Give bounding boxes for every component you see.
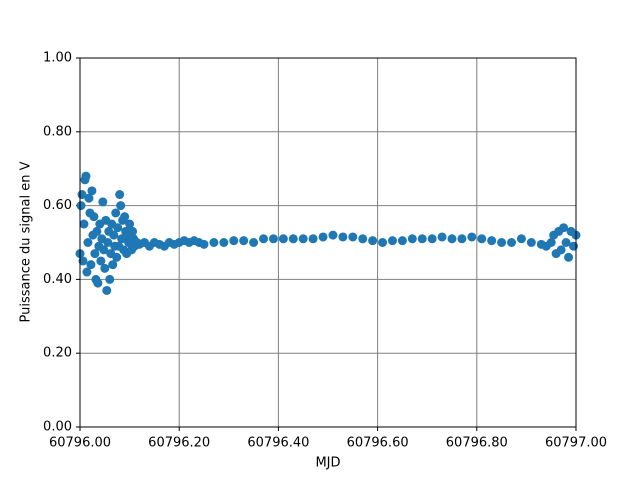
point <box>89 212 99 222</box>
point <box>477 234 487 244</box>
point <box>76 201 86 211</box>
point <box>437 232 447 242</box>
point <box>417 234 427 244</box>
point <box>507 238 517 247</box>
point <box>559 223 569 233</box>
point <box>115 190 125 200</box>
point <box>81 171 91 181</box>
point <box>209 238 219 247</box>
point <box>112 252 122 262</box>
point <box>116 201 126 211</box>
point <box>128 226 138 236</box>
point <box>561 238 571 247</box>
point <box>105 274 115 284</box>
x-tick-label: 60796.60 <box>347 436 409 451</box>
point <box>99 245 109 255</box>
point <box>96 256 106 266</box>
point <box>229 236 239 246</box>
point <box>546 238 556 247</box>
point <box>526 238 536 247</box>
point <box>78 256 88 266</box>
point <box>407 234 417 244</box>
point <box>288 234 298 244</box>
point <box>120 212 130 222</box>
point <box>103 238 113 247</box>
y-tick-label: 0.60 <box>43 198 72 213</box>
point <box>447 234 457 244</box>
y-tick-label: 1.00 <box>43 51 72 66</box>
x-tick-label: 60796.20 <box>148 436 210 451</box>
point <box>108 260 118 270</box>
y-tick-label: 0.80 <box>43 124 72 139</box>
point <box>87 186 97 196</box>
point <box>268 234 278 244</box>
plot-frame <box>79 57 577 428</box>
y-tick-label: 0.00 <box>43 420 72 435</box>
point <box>86 260 96 270</box>
point <box>467 232 477 242</box>
point <box>109 230 119 240</box>
point <box>318 232 328 242</box>
point <box>249 238 259 247</box>
point <box>113 223 123 233</box>
point <box>348 232 358 242</box>
point <box>199 239 209 249</box>
x-tick-label: 60796.80 <box>446 436 508 451</box>
point <box>79 219 89 229</box>
point <box>378 238 388 247</box>
x-tick-label: 60797.00 <box>545 436 607 451</box>
y-axis-label: Puissance du signal en V <box>19 161 34 322</box>
x-tick-label: 60796.00 <box>49 436 111 451</box>
point <box>569 241 579 251</box>
point <box>328 230 338 240</box>
point <box>90 249 100 259</box>
point <box>84 193 94 203</box>
point <box>92 226 102 236</box>
point <box>387 236 397 246</box>
x-tick-label: 60796.40 <box>247 436 309 451</box>
point <box>556 245 566 255</box>
point <box>397 236 407 246</box>
x-axis-label: MJD <box>315 456 340 471</box>
point <box>98 197 108 207</box>
y-tick-label: 0.20 <box>43 346 72 361</box>
point <box>368 236 378 246</box>
point <box>487 236 497 246</box>
point <box>497 238 507 247</box>
point <box>100 263 110 273</box>
point <box>111 208 121 218</box>
point <box>564 252 574 262</box>
point <box>82 267 92 277</box>
point <box>239 236 249 246</box>
point <box>427 234 437 244</box>
point <box>298 234 308 244</box>
point <box>308 234 318 244</box>
point <box>219 238 229 247</box>
point <box>125 219 135 229</box>
point <box>83 238 93 247</box>
point <box>93 278 103 288</box>
point <box>278 234 288 244</box>
point <box>358 234 368 244</box>
point <box>516 234 526 244</box>
point <box>259 234 269 244</box>
point <box>102 285 112 295</box>
y-tick-label: 0.40 <box>43 272 72 287</box>
point <box>338 232 348 242</box>
point <box>457 234 467 244</box>
